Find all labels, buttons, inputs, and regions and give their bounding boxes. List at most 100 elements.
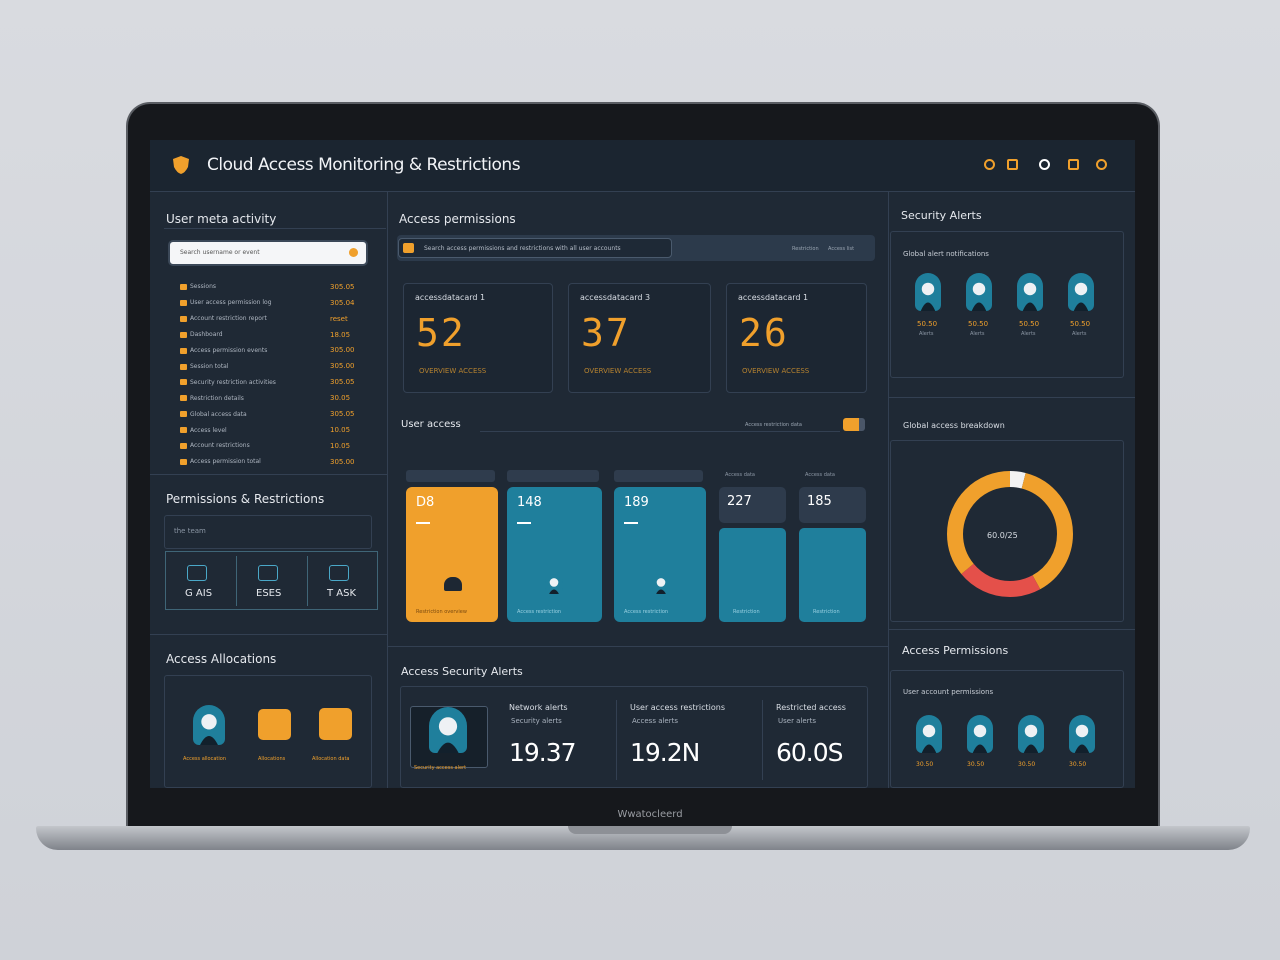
row-icon — [180, 427, 187, 434]
avatar-head — [1074, 282, 1088, 296]
row-icon — [180, 363, 187, 370]
avatar-head — [973, 724, 987, 738]
bar-tab-bg — [507, 470, 599, 482]
stat-card-title: accessdatacard 1 — [738, 293, 809, 303]
usage-line — [480, 431, 840, 432]
avatar-body — [920, 302, 936, 311]
bar-top — [799, 487, 866, 523]
row-label: Global access data — [190, 410, 247, 418]
laptop-brand: Wwatocleerd — [617, 809, 683, 820]
stat-card-caption: OVERVIEW ACCESS — [419, 366, 487, 375]
panel-title: Permissions & Restrictions — [166, 491, 325, 506]
avatar-head — [656, 578, 666, 587]
alloc-icon — [319, 708, 352, 740]
search-filter: Restriction — [792, 246, 819, 252]
avatar-body — [921, 744, 937, 753]
alloc-caption: Allocation data — [312, 756, 350, 762]
row-value: 305.00 — [330, 457, 355, 466]
stat-card — [568, 283, 711, 393]
bar-caption: Access restriction — [624, 609, 669, 615]
avatar-head — [1075, 724, 1089, 738]
row-label: Account restrictions — [190, 442, 250, 450]
avatar — [1068, 273, 1094, 311]
filter-box — [164, 515, 372, 549]
tile-divider — [236, 556, 237, 606]
row-label: Restriction details — [190, 394, 244, 402]
panel-title: Global access breakdown — [903, 421, 1005, 431]
stat-card-value: 37 — [581, 311, 631, 356]
row-value: 305.05 — [330, 378, 355, 387]
avatar-head — [549, 578, 559, 587]
avatar — [1069, 715, 1095, 753]
panel-title: User meta activity — [166, 211, 277, 226]
header-icon — [1007, 159, 1018, 170]
row-value: reset — [330, 314, 348, 323]
tile-label: G AIS — [185, 588, 213, 599]
column-divider — [888, 192, 889, 788]
panel-divider — [164, 228, 386, 229]
alert-stat-label: Restricted access — [776, 703, 846, 713]
bar-top — [719, 487, 786, 523]
bar-caption: Access restriction — [517, 609, 562, 615]
perm-label: 30.50 — [916, 761, 934, 769]
avatar-head — [922, 724, 936, 738]
row-icon — [180, 395, 187, 402]
row-label: Account restriction report — [190, 315, 267, 323]
avatar-icon — [200, 714, 218, 745]
header-title: Cloud Access Monitoring & Restrictions — [207, 154, 521, 175]
row-icon — [180, 284, 187, 290]
alloc-caption: Access allocation — [183, 756, 226, 762]
panel-divider — [150, 474, 387, 475]
search-placeholder: Search username or event — [180, 249, 260, 257]
stat-card-title: accessdatacard 1 — [415, 293, 486, 303]
avatar — [915, 273, 941, 311]
alloc-icon — [258, 709, 291, 740]
stat-card — [726, 283, 867, 393]
bar-icon — [444, 577, 462, 591]
panel-subtitle: Global alert notifications — [903, 249, 989, 258]
avatar-body — [200, 736, 218, 745]
alert-stat-label: User access restrictions — [630, 703, 726, 713]
avatar-icon — [921, 724, 937, 753]
row-label: Sessions — [190, 283, 217, 291]
avatar — [967, 715, 993, 753]
alert-stat-label: Network alerts — [509, 703, 568, 713]
donut-svg — [947, 471, 1073, 597]
search-inner — [398, 238, 672, 258]
alloc-caption: Allocations — [258, 756, 286, 762]
bar-card — [406, 487, 498, 622]
row-label: Dashboard — [190, 331, 223, 339]
avatar-head — [1024, 724, 1038, 738]
bar-caption: Restriction — [733, 609, 760, 615]
tile-divider — [307, 556, 308, 606]
avatar — [1018, 715, 1044, 753]
panel-divider — [889, 397, 1135, 398]
header-bar — [150, 140, 1135, 192]
avatar — [1017, 273, 1043, 311]
tile-icon — [187, 565, 207, 581]
bar-card — [614, 487, 706, 622]
donut-segment — [947, 471, 1073, 597]
avatar-body — [548, 589, 560, 594]
bar-value: 185 — [807, 494, 832, 510]
stat-divider — [616, 700, 617, 780]
row-label: Access level — [190, 426, 227, 434]
header-icon — [1096, 159, 1107, 170]
laptop-notch — [568, 826, 732, 834]
alloc-box — [164, 675, 372, 788]
avatar-icon — [655, 578, 667, 594]
tile-label: ESES — [256, 588, 282, 599]
panel-title: Access Allocations — [166, 651, 277, 666]
donut-label: 60.0/25 — [987, 531, 1018, 541]
bar-card — [719, 528, 786, 622]
panel-subtitle: User account permissions — [903, 687, 994, 696]
row-label: Security restriction activities — [190, 378, 276, 386]
header-icon — [984, 159, 995, 170]
alert-sub: Alerts — [1072, 331, 1087, 337]
donut-segment — [947, 471, 1073, 597]
row-icon — [180, 458, 187, 465]
avatar-icon — [1073, 282, 1089, 311]
avatar-body — [971, 302, 987, 311]
search-box — [168, 240, 368, 266]
